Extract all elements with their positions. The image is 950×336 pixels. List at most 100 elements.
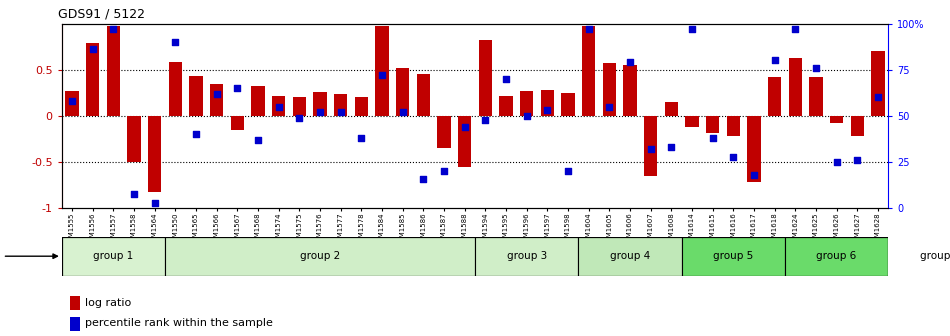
Text: percentile rank within the sample: percentile rank within the sample xyxy=(85,319,273,328)
Point xyxy=(519,113,534,119)
Point xyxy=(499,76,514,82)
Text: group 2: group 2 xyxy=(300,251,340,261)
Point xyxy=(829,160,845,165)
Bar xyxy=(165,237,475,276)
Point xyxy=(374,73,390,78)
Point xyxy=(540,108,555,113)
Text: group 3: group 3 xyxy=(506,251,547,261)
Point xyxy=(86,47,101,52)
Text: other: other xyxy=(0,251,57,261)
Point xyxy=(747,172,762,178)
Bar xyxy=(682,237,785,276)
Bar xyxy=(579,237,682,276)
Bar xyxy=(437,116,450,148)
Bar xyxy=(888,237,950,276)
Bar xyxy=(252,86,265,116)
Bar xyxy=(582,26,596,116)
Point xyxy=(105,26,121,32)
Bar xyxy=(623,65,636,116)
Point xyxy=(395,110,410,115)
Point xyxy=(478,117,493,122)
Bar xyxy=(272,95,285,116)
Bar xyxy=(210,84,223,116)
Bar xyxy=(768,77,781,116)
Point xyxy=(333,110,349,115)
Point xyxy=(188,132,203,137)
Bar xyxy=(314,92,327,116)
Point xyxy=(251,137,266,142)
Point xyxy=(643,146,658,152)
Bar xyxy=(788,58,802,116)
Bar xyxy=(479,40,492,116)
Point xyxy=(581,26,597,32)
Bar xyxy=(293,97,306,116)
Point xyxy=(788,26,803,32)
Point xyxy=(870,95,885,100)
Bar xyxy=(850,116,864,136)
Bar xyxy=(602,63,616,116)
Point xyxy=(457,124,472,130)
Bar xyxy=(665,102,678,116)
Bar xyxy=(727,116,740,136)
Point xyxy=(622,60,637,65)
Bar xyxy=(417,74,430,116)
Point xyxy=(664,144,679,150)
Bar xyxy=(106,26,120,116)
Point xyxy=(601,104,617,110)
Bar xyxy=(70,317,80,331)
Text: group 5: group 5 xyxy=(713,251,753,261)
Point xyxy=(313,110,328,115)
Bar xyxy=(500,95,513,116)
Bar xyxy=(66,91,79,116)
Point xyxy=(126,191,142,196)
Point xyxy=(560,169,576,174)
Bar xyxy=(871,51,884,116)
Text: group 4: group 4 xyxy=(610,251,650,261)
Point xyxy=(292,115,307,120)
Text: log ratio: log ratio xyxy=(85,298,131,308)
Point xyxy=(705,135,720,141)
Bar xyxy=(458,116,471,167)
Bar xyxy=(148,116,162,192)
Bar xyxy=(541,90,554,116)
Text: group 6: group 6 xyxy=(816,251,857,261)
Bar xyxy=(644,116,657,176)
Bar xyxy=(86,43,100,116)
Text: GDS91 / 5122: GDS91 / 5122 xyxy=(58,8,144,21)
Point xyxy=(65,98,80,104)
Point xyxy=(353,135,369,141)
Bar xyxy=(354,97,368,116)
Point xyxy=(849,158,865,163)
Bar xyxy=(396,68,409,116)
Bar xyxy=(62,237,165,276)
Point xyxy=(436,169,451,174)
Bar xyxy=(748,116,761,182)
Bar xyxy=(830,116,844,123)
Bar xyxy=(169,62,182,116)
Point xyxy=(168,39,183,45)
Bar xyxy=(127,116,141,162)
Bar xyxy=(475,237,579,276)
Bar xyxy=(685,116,698,127)
Bar xyxy=(520,91,533,116)
Text: group 7: group 7 xyxy=(920,251,950,261)
Point xyxy=(209,91,224,96)
Point xyxy=(767,58,782,63)
Point xyxy=(726,154,741,159)
Bar xyxy=(334,94,348,116)
Point xyxy=(230,85,245,91)
Point xyxy=(416,176,431,181)
Bar xyxy=(785,237,888,276)
Bar xyxy=(70,296,80,310)
Point xyxy=(271,104,286,110)
Bar xyxy=(375,26,389,116)
Point xyxy=(147,200,162,205)
Bar xyxy=(809,77,823,116)
Bar xyxy=(706,116,719,132)
Text: group 1: group 1 xyxy=(93,251,134,261)
Point xyxy=(808,65,824,71)
Point xyxy=(684,26,699,32)
Bar xyxy=(231,116,244,130)
Bar xyxy=(189,76,202,116)
Bar xyxy=(561,93,575,116)
